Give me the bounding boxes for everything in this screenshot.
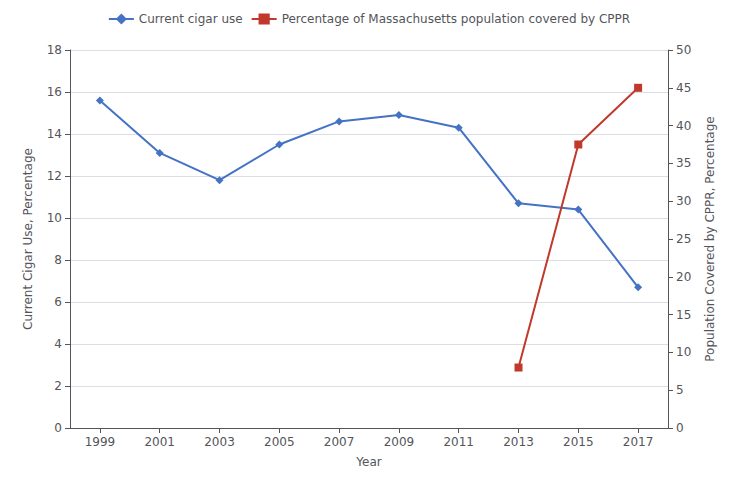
svg-text:10: 10	[47, 211, 62, 225]
svg-text:40: 40	[676, 119, 691, 133]
svg-text:30: 30	[676, 194, 691, 208]
svg-text:0: 0	[54, 421, 62, 435]
svg-text:2: 2	[54, 379, 62, 393]
svg-text:Percentage of Massachusetts po: Percentage of Massachusetts population c…	[282, 12, 631, 26]
svg-text:2009: 2009	[384, 435, 415, 449]
svg-text:45: 45	[676, 81, 691, 95]
svg-text:Population Covered by CPPR, Pe: Population Covered by CPPR, Percentage	[703, 116, 717, 361]
svg-text:25: 25	[676, 232, 691, 246]
svg-text:50: 50	[676, 43, 691, 57]
svg-text:15: 15	[676, 308, 691, 322]
svg-text:Year: Year	[355, 455, 381, 469]
svg-text:Current cigar use: Current cigar use	[139, 12, 243, 26]
svg-text:2005: 2005	[264, 435, 295, 449]
svg-text:5: 5	[676, 383, 684, 397]
svg-text:8: 8	[54, 253, 62, 267]
svg-text:1999: 1999	[85, 435, 116, 449]
svg-text:10: 10	[676, 345, 691, 359]
svg-text:2007: 2007	[324, 435, 355, 449]
svg-text:2011: 2011	[443, 435, 474, 449]
svg-text:20: 20	[676, 270, 691, 284]
svg-text:2013: 2013	[503, 435, 534, 449]
svg-text:16: 16	[47, 85, 62, 99]
svg-text:0: 0	[676, 421, 684, 435]
svg-text:18: 18	[47, 43, 62, 57]
svg-text:2003: 2003	[204, 435, 235, 449]
svg-text:4: 4	[54, 337, 62, 351]
svg-text:2015: 2015	[563, 435, 594, 449]
svg-text:6: 6	[54, 295, 62, 309]
svg-text:2001: 2001	[144, 435, 175, 449]
svg-text:35: 35	[676, 156, 691, 170]
svg-text:12: 12	[47, 169, 62, 183]
svg-text:Current Cigar Use, Percentage: Current Cigar Use, Percentage	[21, 148, 35, 330]
svg-text:2017: 2017	[623, 435, 654, 449]
svg-text:14: 14	[47, 127, 62, 141]
